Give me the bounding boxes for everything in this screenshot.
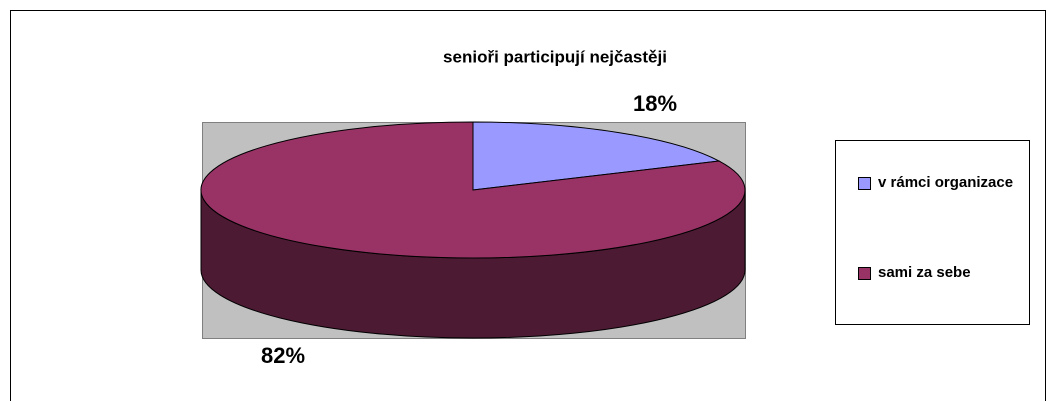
chart-title: senioři participují nejčastěji: [443, 47, 667, 66]
legend-item: v rámci organizace: [858, 173, 1038, 192]
slice: [200, 121, 746, 259]
legend-swatch: [858, 267, 871, 280]
legend-swatch: [858, 177, 871, 190]
legend-label: v rámci organizace: [878, 174, 1014, 191]
legend: v rámci organizace sami za sebe: [835, 140, 1030, 325]
data-label: 82%: [261, 343, 305, 368]
legend-item: sami za sebe: [858, 263, 1038, 282]
data-label: 18%: [633, 91, 677, 116]
legend-label: sami za sebe: [878, 264, 971, 281]
slice: [472, 121, 721, 191]
